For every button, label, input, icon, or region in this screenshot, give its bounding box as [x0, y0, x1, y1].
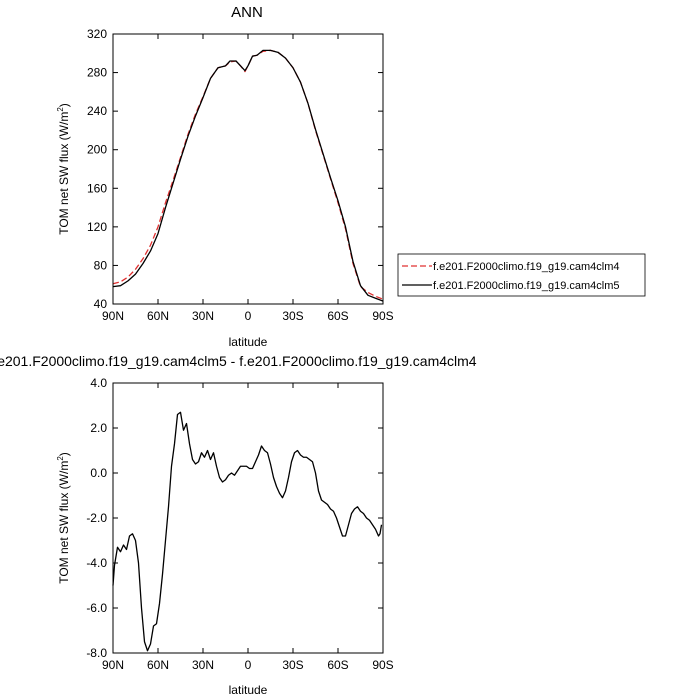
y-tick-label-1-3: -2.0 — [86, 511, 107, 525]
bottom-panel: f.e201.F2000climo.f19_g19.cam4clm5 - f.e… — [0, 353, 477, 697]
y-tick-label-0-4: 200 — [87, 143, 107, 157]
x-tick-label-1-4: 30S — [282, 658, 303, 672]
x-tick-label-0-3: 0 — [245, 309, 252, 323]
y-tick-label-0-5: 240 — [87, 104, 107, 118]
x-tick-label-0-4: 30S — [282, 309, 303, 323]
x-tick-label-1-5: 60S — [327, 658, 348, 672]
series-line-1-0 — [112, 411, 383, 652]
x-tick-label-1-2: 30N — [192, 658, 214, 672]
bottom-title: f.e201.F2000climo.f19_g19.cam4clm5 - f.e… — [0, 353, 477, 369]
y-tick-label-0-2: 120 — [87, 220, 107, 234]
x-tick-label-1-1: 60N — [147, 658, 169, 672]
top-y-axis-label: TOM net SW flux (W/m2) — [56, 103, 71, 235]
y-tick-label-1-0: -8.0 — [86, 646, 107, 660]
top-plot-area — [112, 49, 384, 302]
series-line-0-1 — [112, 49, 384, 302]
y-tick-label-1-2: -4.0 — [86, 556, 107, 570]
legend-label-clm4: f.e201.F2000climo.f19_g19.cam4clm4 — [433, 261, 620, 273]
y-tick-label-1-5: 2.0 — [90, 421, 107, 435]
y-tick-label-0-0: 40 — [94, 297, 108, 311]
x-tick-label-1-0: 90N — [102, 658, 124, 672]
bottom-x-ticks: 90N 60N 30N 0 30S 60S 90S — [102, 383, 394, 672]
bottom-frame — [112, 382, 384, 654]
y-tick-label-1-1: -6.0 — [86, 601, 107, 615]
y-tick-label-0-7: 320 — [87, 27, 107, 41]
y-tick-label-0-1: 80 — [94, 258, 108, 272]
x-tick-label-0-6: 90S — [372, 309, 393, 323]
x-tick-label-0-0: 90N — [102, 309, 124, 323]
legend-box — [397, 253, 646, 297]
bottom-x-axis-label: latitude — [229, 683, 268, 697]
top-x-ticks: 90N 60N 30N 0 30S 60S 90S — [102, 34, 394, 323]
bottom-y-axis-label: TOM net SW flux (W/m2) — [56, 452, 71, 584]
x-tick-label-0-5: 60S — [327, 309, 348, 323]
y-tick-label-1-4: 0.0 — [90, 466, 107, 480]
top-frame — [112, 33, 384, 305]
y-tick-label-0-6: 280 — [87, 66, 107, 80]
bottom-plot-area — [112, 411, 383, 652]
top-y-ticks: 40 80 120 160 200 240 280 320 — [87, 27, 383, 311]
x-tick-label-0-1: 60N — [147, 309, 169, 323]
legend: f.e201.F2000climo.f19_g19.cam4clm4 f.e20… — [397, 253, 646, 297]
top-x-axis-label: latitude — [229, 335, 268, 349]
bottom-y-ticks: -8.0 -6.0 -4.0 -2.0 0.0 2.0 4.0 — [86, 376, 383, 660]
series-line-0-0 — [112, 49, 384, 300]
x-tick-label-0-2: 30N — [192, 309, 214, 323]
top-panel: ANN 40 80 120 160 200 240 280 320 90N 60N 30N 0 30S… — [56, 4, 394, 349]
x-tick-label-1-6: 90S — [372, 658, 393, 672]
y-tick-label-1-6: 4.0 — [90, 376, 107, 390]
y-tick-label-0-3: 160 — [87, 181, 107, 195]
x-tick-label-1-3: 0 — [245, 658, 252, 672]
legend-label-clm5: f.e201.F2000climo.f19_g19.cam4clm5 — [433, 280, 620, 292]
top-title: ANN — [231, 4, 263, 21]
